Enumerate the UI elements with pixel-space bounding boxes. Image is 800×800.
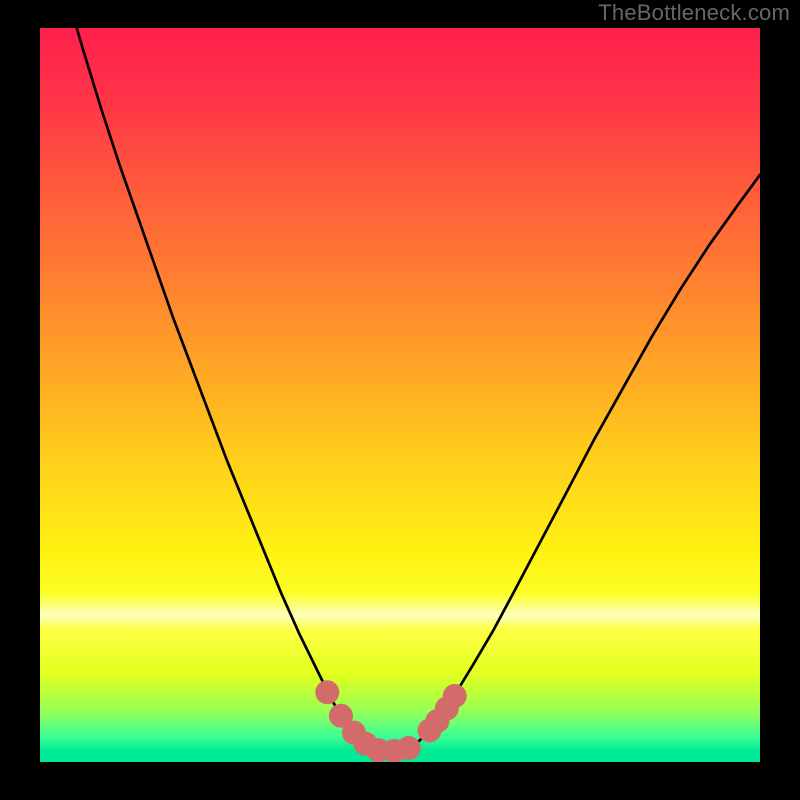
bottleneck-curve [66,28,760,751]
chart-plot-area [40,28,760,762]
chart-overlay [40,28,760,762]
curve-marker [315,680,339,704]
curve-markers [315,680,466,762]
watermark-text: TheBottleneck.com [598,0,790,26]
curve-marker [397,736,421,760]
curve-marker [443,684,467,708]
